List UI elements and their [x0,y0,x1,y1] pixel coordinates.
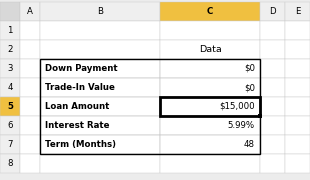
Bar [40,97,160,116]
Bar [260,40,285,59]
Bar [285,78,310,97]
Text: Loan Amount: Loan Amount [45,102,109,111]
Bar [160,154,260,173]
Bar [0,154,20,173]
Bar [20,97,40,116]
Bar [40,59,160,78]
Text: 5: 5 [7,102,13,111]
Text: 4: 4 [7,83,13,92]
Bar [160,59,260,78]
Bar [285,21,310,40]
Bar [260,59,285,78]
Bar [260,116,285,135]
Bar [285,2,310,21]
Bar [260,97,285,116]
Text: Interest Rate: Interest Rate [45,121,109,130]
Bar [20,21,40,40]
Bar [0,78,20,97]
Bar [160,97,260,116]
Text: 8: 8 [7,159,13,168]
Text: $15,000: $15,000 [219,102,255,111]
Text: 48: 48 [244,140,255,149]
Bar [0,2,20,21]
Bar [285,154,310,173]
Bar [160,40,260,59]
Text: Data: Data [199,45,221,54]
Bar [160,116,260,135]
Bar [40,2,160,21]
Bar [0,97,20,116]
Text: Term (Months): Term (Months) [45,140,116,149]
Bar [0,40,20,59]
Bar [260,135,285,154]
Text: B: B [97,7,103,16]
Bar [0,59,20,78]
Bar [20,2,40,21]
Bar [258,114,262,118]
Bar [160,21,260,40]
Bar [40,135,160,154]
Text: E: E [295,7,300,16]
Text: 6: 6 [7,121,13,130]
Bar [20,116,40,135]
Bar [40,59,260,154]
Bar [285,59,310,78]
Text: A: A [27,7,33,16]
Text: $0: $0 [244,64,255,73]
Bar [285,116,310,135]
Bar [20,154,40,173]
Text: 2: 2 [7,45,13,54]
Bar [40,21,160,40]
Bar [285,40,310,59]
Text: $0: $0 [244,83,255,92]
Bar [20,78,40,97]
Bar [160,135,260,154]
Bar [160,2,260,21]
Bar [0,135,20,154]
Bar [40,78,160,97]
Bar [20,59,40,78]
Text: 3: 3 [7,64,13,73]
Bar [260,78,285,97]
Bar [40,40,160,59]
Bar [160,97,260,116]
Bar [260,154,285,173]
Bar [160,78,260,97]
Text: Trade-In Value: Trade-In Value [45,83,115,92]
Text: C: C [207,7,213,16]
Bar [260,21,285,40]
Text: 1: 1 [7,26,13,35]
Bar [285,135,310,154]
Bar [20,40,40,59]
Bar [285,97,310,116]
Text: 5.99%: 5.99% [228,121,255,130]
Bar [40,116,160,135]
Bar [0,21,20,40]
Bar [20,135,40,154]
Text: 7: 7 [7,140,13,149]
Bar [40,154,160,173]
Bar [0,116,20,135]
Text: Down Payment: Down Payment [45,64,117,73]
Bar [260,2,285,21]
Text: D: D [269,7,276,16]
